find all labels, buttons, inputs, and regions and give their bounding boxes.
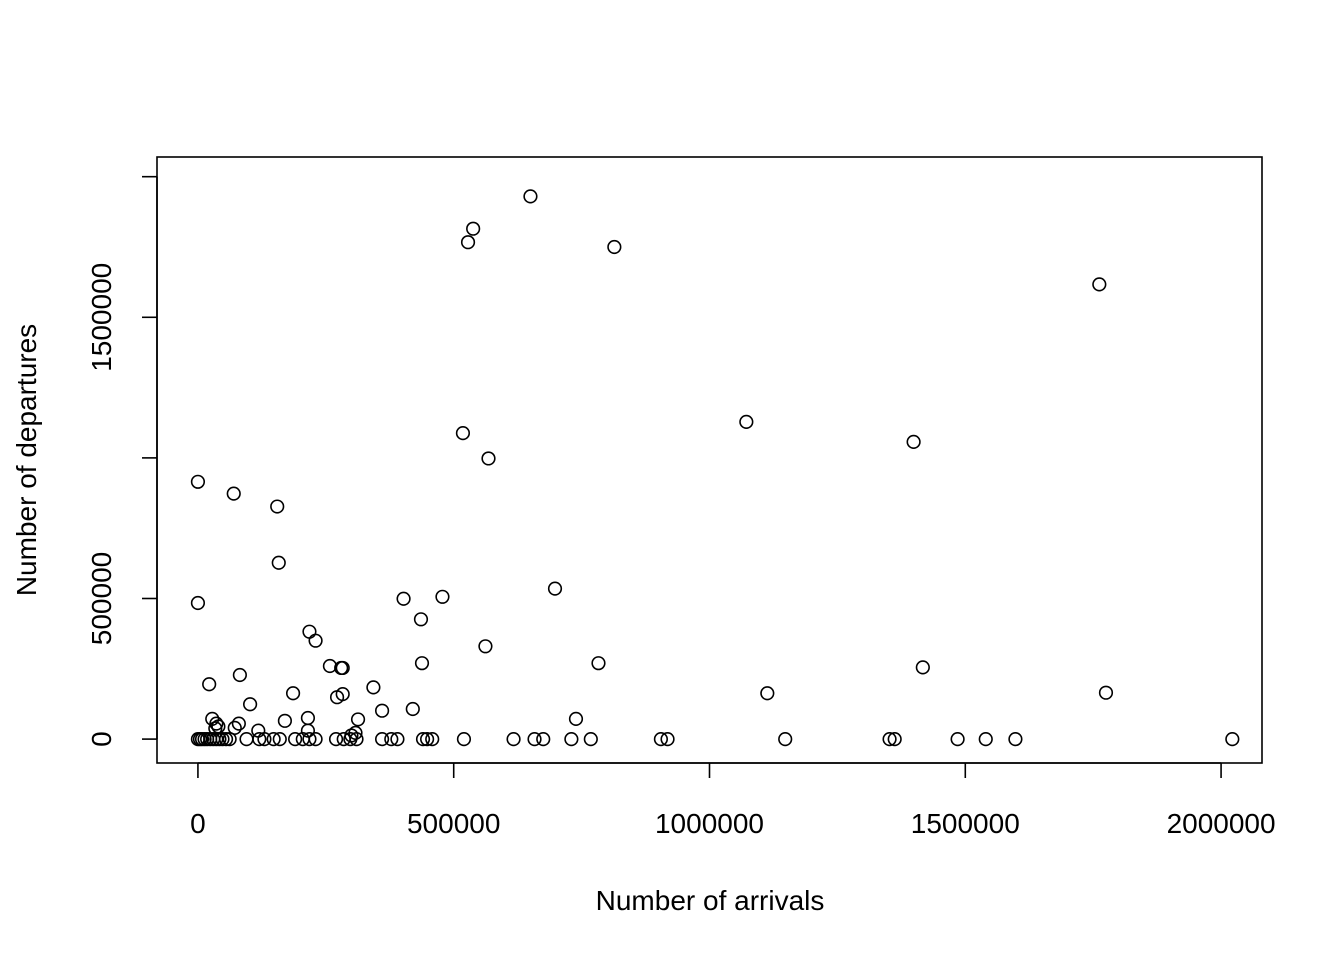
data-point <box>343 731 358 747</box>
data-point <box>420 731 435 747</box>
data-point <box>760 686 775 701</box>
data-point <box>349 731 364 747</box>
data-point <box>231 716 246 731</box>
data-point <box>288 731 303 747</box>
data-point <box>887 731 902 747</box>
data-point <box>527 731 542 747</box>
data-point <box>1098 685 1114 700</box>
data-point <box>329 690 345 705</box>
data-point <box>308 633 323 648</box>
data-point <box>218 731 234 747</box>
data-point <box>277 713 292 728</box>
data-point <box>739 414 754 429</box>
x-axis-label: Number of arrivals <box>596 885 825 916</box>
data-point <box>285 686 301 701</box>
data-point <box>257 731 272 747</box>
data-point <box>978 731 993 747</box>
data-point <box>455 426 471 441</box>
x-tick-label: 1000000 <box>655 808 764 839</box>
data-point <box>583 731 598 747</box>
data-point <box>564 731 579 747</box>
data-point <box>396 591 411 606</box>
data-points <box>190 189 1240 747</box>
data-point <box>506 731 521 747</box>
data-point <box>239 731 254 747</box>
data-point <box>1225 731 1240 747</box>
data-point <box>778 731 793 747</box>
data-point <box>215 731 230 747</box>
data-point <box>415 731 431 747</box>
data-point <box>915 660 930 675</box>
x-axis: 0 500000 1000000 1500000 2000000 <box>190 762 1276 839</box>
data-point <box>270 499 285 514</box>
data-point <box>607 239 622 255</box>
data-point <box>405 701 420 717</box>
data-point <box>302 731 317 747</box>
data-point <box>222 731 237 747</box>
data-point <box>190 595 206 611</box>
y-tick-label: 500000 <box>86 552 117 645</box>
y-tick-label: 1500000 <box>86 263 117 372</box>
data-point <box>547 581 563 596</box>
data-point <box>328 731 344 747</box>
data-point <box>227 720 242 735</box>
data-point <box>374 703 390 718</box>
data-point <box>252 731 267 747</box>
y-tick-label: 0 <box>86 731 117 747</box>
data-point <box>390 731 405 747</box>
data-point <box>568 711 584 726</box>
data-point <box>536 731 551 747</box>
x-tick-label: 1500000 <box>911 808 1020 839</box>
x-tick-label: 500000 <box>407 808 500 839</box>
data-point <box>374 731 390 747</box>
data-point <box>660 731 675 747</box>
data-point <box>272 731 287 747</box>
data-point <box>243 697 258 712</box>
data-point <box>523 189 538 204</box>
data-point <box>190 474 206 489</box>
data-point <box>456 731 472 747</box>
data-point <box>232 667 247 683</box>
data-point <box>384 731 399 747</box>
x-tick-label: 2000000 <box>1167 808 1276 839</box>
x-tick-label: 0 <box>190 808 206 839</box>
data-point <box>266 731 281 747</box>
y-axis-label: Number of departures <box>11 324 42 596</box>
data-point <box>302 624 317 639</box>
data-point <box>906 434 921 449</box>
data-point <box>209 716 224 731</box>
data-point <box>653 731 669 747</box>
data-point <box>226 486 241 501</box>
data-point <box>425 731 440 747</box>
data-point <box>1008 731 1023 747</box>
data-point <box>414 656 430 671</box>
data-point <box>481 451 496 466</box>
data-point <box>591 656 606 671</box>
data-point <box>950 731 965 747</box>
data-point <box>413 612 429 627</box>
data-point <box>322 658 338 674</box>
data-point <box>466 221 481 236</box>
data-point <box>435 589 450 604</box>
data-point <box>350 712 366 727</box>
plot-frame <box>156 156 1263 764</box>
data-point <box>308 731 323 747</box>
data-point <box>300 710 316 726</box>
data-point <box>1092 277 1107 292</box>
data-point <box>882 731 897 747</box>
data-point <box>478 639 493 654</box>
data-point <box>335 660 350 676</box>
y-axis: 0 500000 1500000 <box>86 175 158 747</box>
data-point <box>202 677 217 692</box>
data-point <box>460 235 476 250</box>
data-point <box>366 680 381 695</box>
data-point <box>271 555 286 570</box>
